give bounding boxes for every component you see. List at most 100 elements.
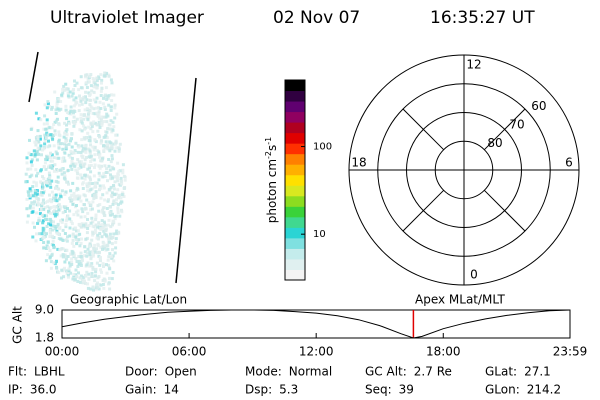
pixel xyxy=(74,168,78,172)
pixel xyxy=(34,184,38,188)
pixel xyxy=(91,233,95,237)
pixel xyxy=(106,147,110,151)
pixel xyxy=(91,200,95,204)
pixel xyxy=(84,90,88,94)
right-plot-title: Apex MLat/MLT xyxy=(415,293,505,307)
pixel xyxy=(95,283,98,287)
info-label: Gain: xyxy=(125,383,157,397)
pixel xyxy=(35,211,39,215)
pixel xyxy=(112,259,116,263)
pixel xyxy=(47,199,51,203)
pixel xyxy=(88,166,91,170)
pixel xyxy=(34,111,38,115)
pixel xyxy=(28,206,32,210)
pixel xyxy=(66,94,70,98)
pixel xyxy=(94,218,98,222)
pixel xyxy=(82,95,86,99)
pixel xyxy=(93,138,97,142)
pixel xyxy=(113,106,117,110)
pixel xyxy=(107,164,111,168)
pixel xyxy=(84,75,87,79)
pixel xyxy=(84,173,87,177)
pixel xyxy=(89,73,93,76)
pixel xyxy=(91,77,95,80)
pixel xyxy=(90,271,94,275)
pixel xyxy=(45,200,49,204)
pixel xyxy=(105,271,109,275)
pixel xyxy=(76,158,80,162)
pixel xyxy=(54,205,58,209)
pixel xyxy=(90,238,94,242)
pixel xyxy=(47,104,51,108)
pixel xyxy=(46,253,50,257)
pixel xyxy=(42,165,46,169)
pixel xyxy=(28,204,32,208)
pixel xyxy=(98,126,102,129)
colorbar-band xyxy=(285,258,305,270)
pixel xyxy=(110,195,114,199)
pixel xyxy=(77,259,81,263)
pixel xyxy=(93,153,97,157)
pixel xyxy=(108,287,112,291)
pixel xyxy=(81,277,85,281)
pixel xyxy=(91,254,95,258)
pixel xyxy=(41,221,45,225)
pixel xyxy=(34,168,38,172)
pixel xyxy=(32,180,36,184)
pixel xyxy=(97,254,101,258)
pixel xyxy=(58,226,62,229)
pixel xyxy=(95,106,99,110)
pixel xyxy=(40,193,44,197)
pixel xyxy=(102,172,106,176)
altitude-curve xyxy=(61,309,571,339)
info-label: Flt: xyxy=(8,365,27,379)
pixel xyxy=(81,155,85,158)
pixel xyxy=(65,180,68,184)
pixel xyxy=(97,116,101,120)
info-value: Open xyxy=(165,365,197,379)
pixel xyxy=(50,200,54,204)
pixel xyxy=(36,129,40,133)
pixel xyxy=(53,214,57,218)
pixel xyxy=(110,154,114,158)
pixel xyxy=(64,104,68,108)
pixel xyxy=(39,168,43,172)
pixel xyxy=(99,283,103,287)
pixel xyxy=(24,172,28,176)
pixel xyxy=(47,139,50,143)
pixel xyxy=(28,196,32,200)
pixel xyxy=(63,174,67,178)
pixel xyxy=(63,210,67,213)
pixel xyxy=(86,211,90,215)
pixel xyxy=(79,86,83,90)
pixel xyxy=(48,144,52,148)
pixel xyxy=(97,226,101,230)
pixel xyxy=(45,106,49,110)
pixel xyxy=(77,262,81,266)
pixel xyxy=(63,151,67,155)
pixel xyxy=(52,243,55,247)
pixel xyxy=(109,141,113,145)
pixel xyxy=(89,143,92,147)
pixel xyxy=(62,84,66,88)
pixel xyxy=(112,167,116,171)
pixel xyxy=(38,134,42,138)
pixel xyxy=(114,240,118,244)
pixel xyxy=(102,229,106,233)
pixel xyxy=(81,182,84,186)
pixel xyxy=(109,146,113,150)
pixel xyxy=(63,142,66,146)
pixel xyxy=(84,101,88,105)
pixel xyxy=(114,133,118,137)
pixel xyxy=(105,207,109,210)
pixel xyxy=(102,210,106,214)
pixel xyxy=(92,174,96,178)
pixel xyxy=(83,279,86,283)
pixel xyxy=(84,222,88,226)
pixel xyxy=(98,135,102,139)
pixel xyxy=(34,196,38,200)
pixel xyxy=(29,189,33,193)
pixel xyxy=(91,220,95,224)
pixel xyxy=(45,131,49,135)
pixel xyxy=(90,157,94,161)
